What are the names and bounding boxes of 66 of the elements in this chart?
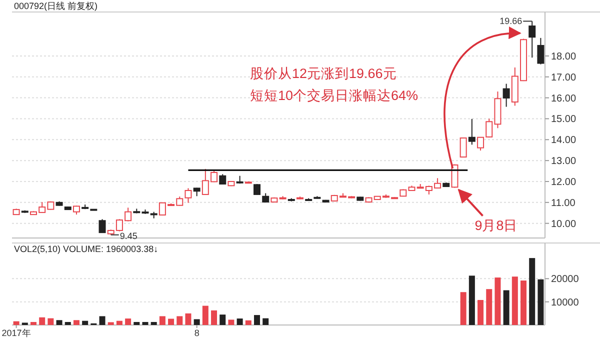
bar — [211, 310, 218, 325]
chart-title: 000792(日线 前复权) — [14, 1, 98, 11]
bar — [82, 320, 88, 325]
bar — [512, 276, 518, 325]
bar — [168, 318, 174, 325]
annotation: 9.45 — [120, 230, 138, 241]
bar — [116, 320, 122, 325]
bar — [202, 306, 208, 325]
bar — [13, 321, 20, 325]
bar — [460, 292, 466, 325]
bar — [486, 289, 492, 325]
bar — [73, 320, 80, 325]
bar — [503, 290, 510, 325]
x-tick-label: 2017年 — [2, 328, 31, 338]
bar — [538, 279, 544, 325]
bar — [185, 313, 192, 325]
bar — [262, 318, 269, 325]
annotation: 短短10个交易日涨幅达64% — [250, 88, 418, 103]
bar — [108, 322, 114, 325]
candlestick — [460, 137, 467, 158]
y-tick-label: 12.00 — [551, 177, 576, 188]
candlestick — [219, 174, 226, 185]
bar — [228, 320, 234, 325]
bar — [176, 316, 183, 325]
x-tick-label: 8 — [194, 328, 200, 338]
bar — [39, 317, 46, 325]
candlestick — [528, 20, 536, 58]
candlestick — [468, 118, 476, 146]
bar — [478, 300, 484, 325]
bar — [125, 318, 132, 325]
y-tick-label: 10000 — [551, 297, 580, 308]
annotation: 股价从12元涨到19.66元 — [250, 66, 397, 81]
y-tick-label: 15.00 — [551, 114, 576, 126]
bar — [520, 280, 527, 325]
y-tick-label: 11.00 — [551, 198, 576, 209]
bar — [30, 322, 36, 325]
candlestick — [262, 192, 270, 203]
bar — [48, 318, 54, 325]
y-tick-label: 20000 — [551, 274, 580, 286]
bar — [194, 319, 200, 325]
y-tick-label: 14.00 — [551, 135, 576, 146]
y-tick-label: 13.00 — [551, 156, 576, 168]
candlestick — [98, 218, 106, 234]
y-tick-label: 16.00 — [551, 93, 576, 104]
bar — [529, 258, 536, 325]
bar — [142, 322, 148, 325]
bar — [245, 320, 252, 325]
y-tick-label: 10.00 — [551, 218, 576, 230]
y-tick-label: 18.00 — [551, 51, 576, 62]
y-tick-label: 17.00 — [551, 72, 576, 84]
annotation: 9月8日 — [474, 218, 518, 233]
bar — [220, 314, 226, 325]
bar — [134, 322, 140, 325]
bar — [56, 320, 62, 325]
bar — [494, 278, 501, 325]
candlestick — [502, 83, 510, 108]
chart-title: VOL2(5,10) VOLUME: 1960003.38↓ — [14, 244, 158, 254]
bar — [236, 318, 243, 325]
bar — [99, 316, 106, 325]
bar — [64, 322, 71, 325]
bar — [159, 316, 166, 325]
candlestick — [254, 184, 261, 196]
bar — [150, 322, 157, 325]
annotation: 19.66 — [500, 16, 522, 26]
bar — [254, 315, 260, 325]
bar — [468, 276, 475, 325]
